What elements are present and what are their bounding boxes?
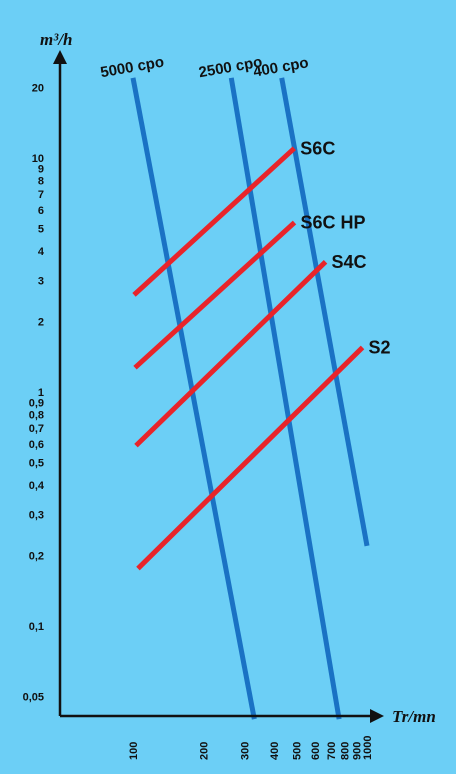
axes-layer: m³/h Tr/mn <box>40 30 436 726</box>
y-tick-label: 6 <box>38 205 44 217</box>
y-tick-label: 0,05 <box>23 691 44 703</box>
y-tick-label: 0,1 <box>29 621 44 633</box>
y-tick-label: 2 <box>38 317 44 329</box>
y-tick-label: 0,2 <box>29 551 44 563</box>
x-axis-arrow <box>370 709 384 723</box>
series-line-s6c <box>132 146 296 297</box>
y-tick-label: 0,3 <box>29 509 44 521</box>
viscosity-line-400-cpo <box>279 77 370 547</box>
y-tick-label: 0,6 <box>29 439 44 451</box>
y-tick-label: 4 <box>38 246 45 258</box>
series-label-s6c: S6C <box>300 138 335 158</box>
y-tick-label: 7 <box>38 189 44 201</box>
y-tick-label: 10 <box>32 153 44 165</box>
x-tick-label: 1000 <box>362 736 374 760</box>
y-tick-label: 0,4 <box>29 480 45 492</box>
y-tick-label: 3 <box>38 275 44 287</box>
viscosity-line-5000-cpo <box>130 77 257 720</box>
series-line-s6c-hp <box>133 220 297 370</box>
y-tick-label: 0,9 <box>29 398 44 410</box>
y-tick-label: 1 <box>38 387 44 399</box>
curves-layer <box>130 77 370 720</box>
y-tick-label: 8 <box>38 176 44 188</box>
series-line-s2 <box>136 345 365 571</box>
y-axis-arrow <box>53 50 67 64</box>
x-tick-label: 300 <box>240 742 252 760</box>
x-tick-label: 500 <box>292 742 304 760</box>
x-tick-label: 100 <box>128 742 140 760</box>
y-axis-label: m³/h <box>40 30 73 49</box>
x-tick-label: 700 <box>326 742 338 760</box>
x-axis-label: Tr/mn <box>392 707 436 726</box>
viscosity-line-2500-cpo <box>228 77 342 720</box>
y-tick-label: 9 <box>38 164 44 176</box>
series-label-s2: S2 <box>369 337 391 357</box>
y-tick-label: 0,8 <box>29 410 44 422</box>
y-tick-label: 20 <box>32 83 44 95</box>
x-tick-label: 200 <box>198 742 210 760</box>
series-line-s4c <box>134 260 328 448</box>
y-tick-label: 5 <box>38 223 44 235</box>
x-tick-label: 400 <box>269 742 281 760</box>
x-tick-label: 900 <box>351 742 363 760</box>
y-tick-label: 0,5 <box>29 457 44 469</box>
series-label-s4c: S4C <box>332 252 367 272</box>
x-tick-label: 800 <box>339 742 351 760</box>
x-tick-label: 600 <box>310 742 322 760</box>
series-label-s6c-hp: S6C HP <box>301 213 366 233</box>
y-tick-label: 0,7 <box>29 423 44 435</box>
